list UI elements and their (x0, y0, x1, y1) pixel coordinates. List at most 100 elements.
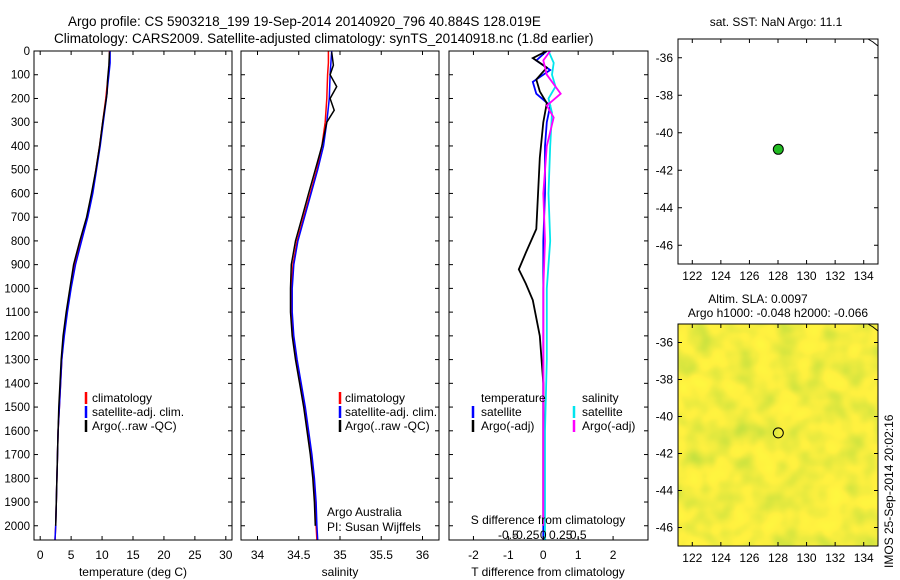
depth-tick-label: 1800 (4, 473, 30, 485)
lon-tick-label: 126 (739, 551, 759, 565)
lon-tick-label: 134 (854, 269, 874, 283)
figure-title: Argo profile: CS 5903218_199 19-Sep-2014… (68, 14, 541, 29)
salinity-climatology-line (290, 51, 330, 540)
lon-tick-label: 130 (797, 269, 817, 283)
lat-tick-label: -36 (656, 51, 674, 65)
lat-tick-label: -40 (656, 126, 674, 140)
depth-tick-label: 1000 (4, 283, 30, 295)
lat-tick-label: -46 (656, 238, 674, 252)
depth-tick-label: 300 (11, 117, 30, 129)
x-tick-label: 36 (416, 548, 430, 562)
x-tick-label: 20 (157, 548, 171, 562)
x-tick-label: 15 (126, 548, 140, 562)
sst-map-lat-axis: -36 -38 -40 -42 -44 -46 (656, 51, 878, 252)
temperature-series (54, 51, 111, 540)
lon-tick-label: 122 (682, 551, 702, 565)
depth-tick-label: 600 (11, 188, 30, 200)
s-diff-tick-label: 0.25 (549, 528, 573, 542)
x-tick-label: 0 (37, 548, 44, 562)
depth-tick-label: 1500 (4, 402, 30, 414)
figure-subtitle: Climatology: CARS2009. Satellite-adjuste… (54, 31, 594, 46)
difference-axes-frame (448, 50, 649, 541)
difference-legend: temperature satellite Argo(-adj) salinit… (471, 391, 635, 433)
sla-field (678, 324, 878, 546)
temperature-legend: climatology satellite-adj. clim. Argo(..… (84, 391, 184, 433)
sla-map-panel: Altim. SLA: 0.0097 Argo h1000: -0.048 h2… (656, 292, 879, 565)
lat-tick-label: -42 (656, 447, 674, 461)
argo-float-location (772, 143, 784, 155)
t-diff-xlabel: T difference from climatology (471, 565, 625, 579)
sla-map-title: Altim. SLA: 0.0097 (708, 292, 808, 306)
lon-tick-label: 124 (711, 551, 731, 565)
legend-satellite: satellite-adj. clim. (92, 405, 184, 419)
lat-tick-label: -44 (656, 484, 674, 498)
lat-tick-label: -38 (656, 88, 674, 102)
legend-temperature-title: temperature (481, 391, 546, 405)
lat-tick-label: -46 (656, 521, 674, 535)
annotation-institution: Argo Australia (327, 505, 402, 519)
temperature-climatology-line (54, 51, 111, 540)
timestamp: IMOS 25-Sep-2014 20:02:16 (882, 414, 896, 568)
lat-tick-label: -42 (656, 163, 674, 177)
difference-y-ticks (449, 50, 648, 527)
depth-tick-label: 0 (24, 46, 30, 58)
legend-climatology: climatology (345, 391, 405, 405)
x-tick-label: 5 (68, 548, 75, 562)
salinity-series (289, 51, 338, 540)
sla-map-subtitle: Argo h1000: -0.048 h2000: -0.066 (688, 306, 868, 320)
lon-tick-label: 124 (711, 269, 731, 283)
depth-tick-label: 500 (11, 165, 30, 177)
t-argo-diff-line (517, 51, 549, 526)
coastline (867, 38, 879, 47)
depth-tick-label: 1600 (4, 426, 30, 438)
legend-s-satellite: satellite (582, 405, 623, 419)
difference-panel: -2 -1 0 1 2 -0.5-0.25 0 0.250.5 S difference f… (448, 50, 649, 579)
legend-t-satellite: satellite (481, 405, 522, 419)
legend-t-argo: Argo(-adj) (481, 419, 534, 433)
s-diff-axis: -0.5-0.25 0 0.250.5 (498, 528, 587, 542)
x-tick-label: 10 (95, 548, 109, 562)
lat-tick-label: -40 (656, 410, 674, 424)
sst-map-lon-axis: 122 124 126 128 130 132 134 (682, 39, 874, 283)
s-diff-tick-label: -0.5 (498, 528, 519, 542)
lon-tick-label: 134 (854, 551, 874, 565)
x-tick-label: -2 (468, 548, 479, 562)
depth-tick-label: 1700 (4, 450, 30, 462)
difference-series (517, 51, 562, 540)
sla-map-lon-axis: 122 124 126 128 130 132 134 (682, 324, 874, 565)
legend-argo: Argo(..raw -QC) (92, 419, 177, 433)
depth-tick-label: 1900 (4, 497, 30, 509)
lon-tick-label: 122 (682, 269, 702, 283)
lon-tick-label: 130 (797, 551, 817, 565)
salinity-satellite-line (291, 51, 333, 540)
s-diff-tick-label: -0.25 (512, 528, 540, 542)
salinity-y-ticks (241, 50, 439, 527)
x-tick-label: 34 (251, 548, 265, 562)
legend-argo: Argo(..raw -QC) (345, 419, 430, 433)
lat-tick-label: -36 (656, 336, 674, 350)
coastline (867, 323, 879, 332)
salinity-argo-line (289, 52, 338, 526)
x-tick-label: 35 (333, 548, 347, 562)
argo-float-location (772, 427, 784, 439)
lon-tick-label: 126 (739, 269, 759, 283)
depth-tick-label: 1200 (4, 331, 30, 343)
depth-axis: 0 100 200 300 400 500 600 700 800 900 1000 1100 1200… (4, 46, 232, 533)
legend-satellite: satellite-adj. clim. (345, 405, 437, 419)
salinity-panel: 34 34.5 35 35.5 36 salinity climatology sate… (240, 50, 440, 579)
legend-climatology: climatology (92, 391, 152, 405)
depth-tick-label: 1100 (5, 307, 30, 319)
annotation-pi: PI: Susan Wijffels (327, 520, 421, 534)
temperature-axes-frame (33, 50, 233, 541)
depth-tick-label: 700 (11, 212, 30, 224)
lon-tick-label: 132 (825, 269, 845, 283)
s-diff-tick-label: 0 (540, 528, 547, 542)
x-tick-label: 35.5 (370, 548, 394, 562)
depth-tick-label: 900 (11, 260, 30, 272)
s-diff-tick-label: 0.5 (570, 528, 587, 542)
x-tick-label: 34.5 (287, 548, 311, 562)
x-tick-label: -1 (503, 548, 514, 562)
salinity-xlabel: salinity (322, 565, 359, 579)
x-tick-label: 25 (188, 548, 202, 562)
